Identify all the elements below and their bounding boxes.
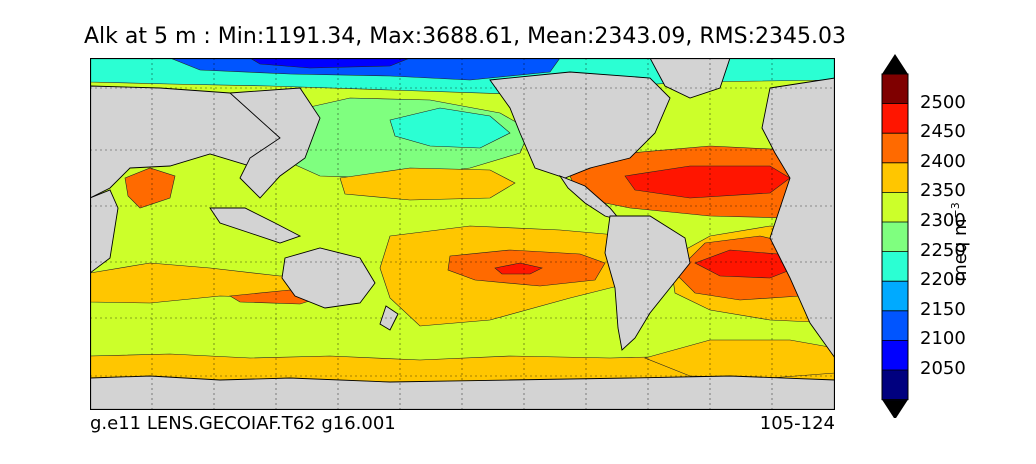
colorbar-frame	[881, 73, 909, 401]
land-europe-africa	[761, 77, 835, 359]
colorbar-segment	[882, 222, 908, 253]
colorbar-tick-label: 2150	[920, 298, 966, 320]
colorbar-extend-min	[882, 399, 908, 418]
colorbar-segment	[882, 74, 908, 105]
colorbar-tick-label: 2200	[920, 269, 966, 291]
contour-north-pacific-cyan	[389, 107, 511, 149]
land-maritime-se-asia	[209, 207, 302, 244]
land-australia	[281, 247, 376, 309]
colorbar-tick-label: 2450	[920, 121, 966, 143]
run-identifier: g.e11 LENS.GECOIAF.T62 g16.001	[90, 413, 396, 434]
contour-north-atlantic-red	[624, 165, 791, 199]
colorbar-tick-label: 2050	[920, 358, 966, 379]
colorbar-segment	[882, 103, 908, 134]
colorbar	[881, 54, 909, 418]
colorbar-segment	[882, 162, 908, 193]
ocean-alkalinity-map	[90, 58, 835, 410]
colorbar-tick-label: 2350	[920, 180, 966, 202]
colorbar-segment	[882, 370, 908, 401]
colorbar-segment	[882, 133, 908, 164]
colorbar-segment	[882, 251, 908, 282]
contour-bay-of-bengal	[124, 167, 176, 209]
map-title: Alk at 5 m : Min:1191.34, Max:3688.61, M…	[83, 24, 847, 49]
colorbar-units: meq m−3	[949, 202, 971, 282]
contour-north-pacific-yellow	[339, 167, 516, 201]
map-graticule	[90, 58, 835, 410]
colorbar-segment	[882, 310, 908, 341]
units-base: meq m	[950, 218, 971, 282]
year-range: 105-124	[759, 413, 835, 434]
colorbar-tick-label: 2500	[920, 91, 966, 113]
land-africa-east	[90, 189, 119, 274]
land-antarctica	[90, 375, 835, 410]
colorbar-tick-label: 2400	[920, 150, 966, 172]
colorbar-segment	[882, 192, 908, 223]
contour-arctic-deep	[249, 58, 411, 69]
colorbar-tick-label: 2300	[920, 210, 966, 231]
colorbar-segment	[882, 340, 908, 371]
land-north-america	[489, 71, 671, 179]
colorbar-tick-label: 2100	[920, 328, 966, 350]
units-exponent: −3	[949, 202, 962, 219]
colorbar-segment	[882, 281, 908, 312]
land-south-america	[604, 215, 691, 351]
contour-south-pacific-red	[494, 262, 543, 275]
colorbar-tick-label: 2250	[920, 239, 966, 261]
colorbar-extend-max	[882, 54, 908, 74]
map-frame	[90, 58, 835, 410]
land-east-asia	[228, 87, 321, 199]
